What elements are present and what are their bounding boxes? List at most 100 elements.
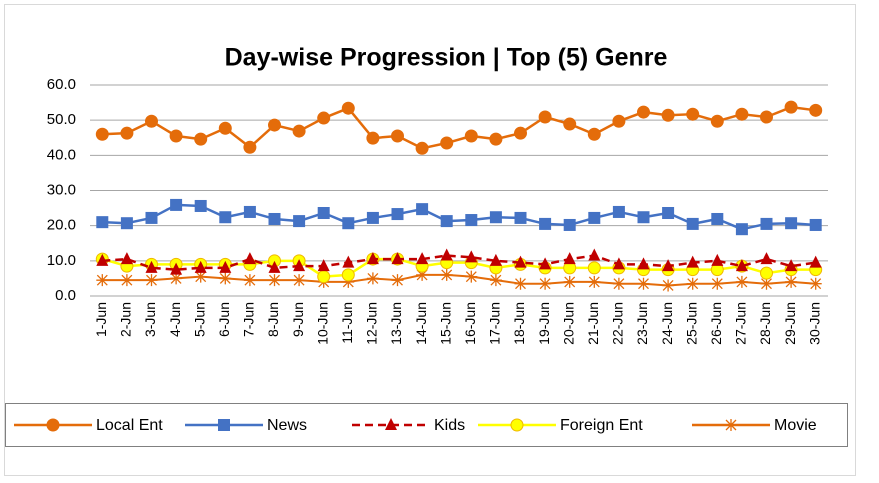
marker	[169, 129, 183, 143]
x-tick-label: 29-Jun	[782, 302, 798, 345]
marker	[711, 253, 724, 266]
y-tick-label: 10.0	[47, 252, 76, 269]
marker	[760, 110, 773, 124]
marker	[465, 250, 478, 263]
marker	[194, 270, 207, 283]
marker	[587, 127, 601, 141]
legend-label: News	[267, 417, 307, 434]
marker	[588, 248, 601, 261]
marker	[760, 217, 773, 230]
marker	[317, 270, 331, 284]
marker	[588, 275, 601, 288]
marker	[465, 214, 478, 227]
marker	[120, 126, 134, 140]
marker	[46, 418, 60, 432]
marker	[366, 272, 379, 285]
marker	[96, 216, 109, 229]
x-tick-label: 7-Jun	[241, 302, 257, 337]
marker	[489, 274, 502, 287]
marker	[385, 418, 397, 430]
marker	[341, 101, 355, 115]
marker	[539, 217, 552, 230]
marker	[711, 277, 724, 290]
marker	[760, 266, 773, 280]
marker	[588, 211, 601, 224]
marker	[268, 260, 281, 273]
marker	[145, 211, 158, 224]
marker	[809, 218, 822, 231]
x-tick-label: 18-Jun	[511, 302, 527, 345]
marker	[563, 275, 576, 288]
marker	[391, 208, 404, 221]
marker	[366, 252, 379, 265]
marker	[96, 274, 109, 287]
marker	[391, 129, 404, 143]
marker	[342, 275, 355, 288]
x-tick-label: 5-Jun	[191, 302, 207, 337]
marker	[317, 111, 331, 125]
legend-label: Kids	[434, 417, 465, 434]
x-tick-label: 26-Jun	[708, 302, 724, 345]
marker	[366, 211, 379, 224]
marker	[785, 275, 798, 288]
marker	[510, 418, 524, 432]
marker	[538, 110, 552, 124]
marker	[760, 277, 773, 290]
marker	[218, 121, 232, 135]
marker	[539, 277, 552, 290]
marker	[784, 100, 798, 114]
y-tick-label: 50.0	[47, 111, 76, 128]
x-tick-label: 1-Jun	[93, 302, 109, 337]
marker	[416, 268, 429, 281]
marker	[145, 274, 158, 287]
marker	[416, 252, 429, 265]
marker	[612, 114, 626, 128]
x-tick-label: 2-Jun	[118, 302, 134, 337]
marker	[243, 274, 256, 287]
x-tick-label: 3-Jun	[142, 302, 158, 337]
x-tick-label: 15-Jun	[437, 302, 453, 345]
y-tick-label: 40.0	[47, 146, 76, 163]
marker	[637, 105, 650, 119]
marker	[661, 108, 675, 122]
marker	[391, 252, 404, 265]
y-tick-label: 20.0	[47, 217, 76, 234]
x-tick-label: 14-Jun	[413, 302, 429, 345]
marker	[415, 141, 429, 155]
marker	[219, 211, 232, 224]
marker	[416, 203, 429, 216]
marker	[120, 217, 133, 230]
marker	[514, 211, 527, 224]
marker	[268, 118, 281, 132]
marker	[514, 255, 527, 268]
marker	[96, 253, 109, 266]
marker	[563, 252, 576, 265]
marker	[686, 217, 699, 230]
marker	[268, 274, 281, 287]
x-tick-label: 19-Jun	[536, 302, 552, 345]
marker	[563, 218, 576, 231]
marker	[809, 255, 822, 268]
y-tick-label: 30.0	[47, 181, 76, 198]
legend-label: Movie	[774, 417, 817, 434]
marker	[662, 207, 675, 220]
legend-label: Foreign Ent	[560, 417, 643, 434]
marker	[243, 140, 257, 154]
marker	[587, 261, 601, 275]
marker	[194, 199, 207, 212]
marker	[341, 268, 355, 282]
marker	[120, 252, 133, 265]
marker	[735, 107, 749, 121]
chart-frame	[4, 4, 856, 476]
x-tick-label: 24-Jun	[659, 302, 675, 345]
series-line	[102, 254, 816, 271]
marker	[120, 274, 133, 287]
marker	[293, 259, 306, 272]
x-tick-label: 8-Jun	[265, 302, 281, 337]
marker	[785, 259, 798, 272]
marker	[440, 136, 454, 150]
x-tick-label: 21-Jun	[585, 302, 601, 345]
marker	[539, 257, 552, 270]
y-tick-label: 60.0	[47, 76, 76, 93]
x-tick-label: 17-Jun	[487, 302, 503, 345]
